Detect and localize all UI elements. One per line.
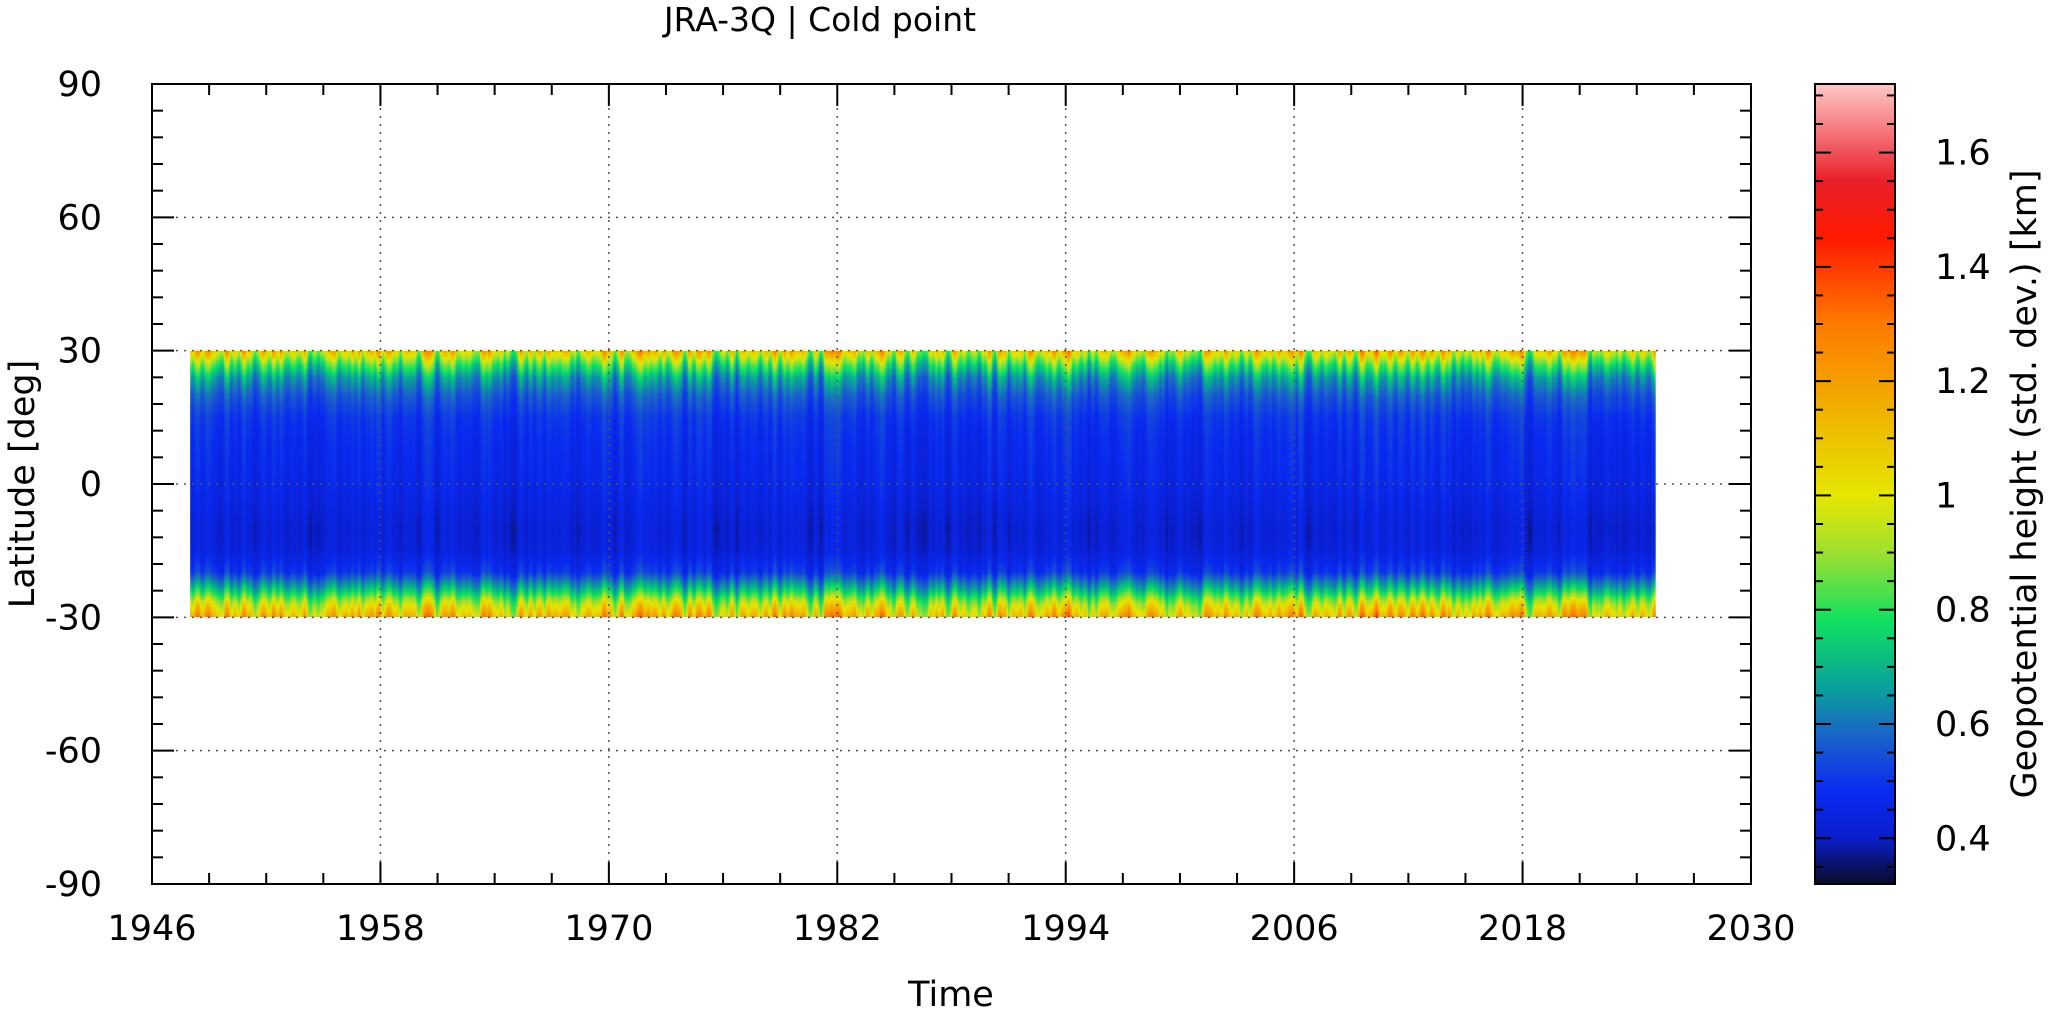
heatmap-image bbox=[190, 350, 1656, 618]
x-tick-label: 1970 bbox=[564, 909, 653, 949]
x-axis-label: Time bbox=[907, 975, 994, 1012]
colorbar-tick-label: 0.8 bbox=[1935, 591, 1991, 631]
x-tick-label: 2030 bbox=[1706, 909, 1795, 949]
colorbar-tick-label: 0.6 bbox=[1935, 705, 1991, 745]
y-tick-label: 30 bbox=[57, 332, 102, 372]
y-tick-label: -90 bbox=[45, 865, 102, 905]
colorbar-ticks: 0.4 0.6 0.8 1 1.2 1.4 1.6 bbox=[1815, 94, 1991, 868]
y-axis-label: Latitude [deg] bbox=[3, 360, 43, 608]
y-tick-label: -30 bbox=[45, 598, 102, 638]
x-tick-label: 1958 bbox=[336, 909, 425, 949]
y-tick-label: -60 bbox=[45, 732, 102, 772]
plot-frame bbox=[151, 83, 1752, 885]
colorbar-label: Geopotential height (std. dev.) [km] bbox=[2005, 170, 2045, 799]
x-tick-label: 1982 bbox=[793, 909, 882, 949]
colorbar-tick-label: 1.6 bbox=[1935, 134, 1991, 174]
y-tick-label: 60 bbox=[57, 198, 102, 238]
x-tick-label: 1994 bbox=[1021, 909, 1110, 949]
x-tick-label: 2006 bbox=[1250, 909, 1339, 949]
x-tick-label: 2018 bbox=[1478, 909, 1567, 949]
colorbar-tick-label: 1.2 bbox=[1935, 362, 1991, 402]
y-tick-label: 0 bbox=[80, 465, 102, 505]
colorbar-tick-label: 1.4 bbox=[1935, 248, 1991, 288]
y-tick-labels: 90 60 30 0 -30 -60 -90 bbox=[45, 65, 102, 905]
x-tick-labels: 1946 1958 1970 1982 1994 2006 2018 2030 bbox=[107, 909, 1795, 949]
axis-ticks bbox=[151, 83, 1752, 885]
colorbar-tick-label: 0.4 bbox=[1935, 819, 1991, 859]
y-tick-label: 90 bbox=[57, 65, 102, 105]
grid-lines bbox=[152, 84, 1751, 884]
heatmap-data bbox=[190, 350, 1656, 618]
x-tick-label: 1946 bbox=[107, 909, 196, 949]
colorbar-tick-label: 1 bbox=[1935, 476, 1957, 516]
chart-title: JRA-3Q | Cold point bbox=[662, 0, 976, 39]
colorbar bbox=[1814, 83, 1896, 885]
